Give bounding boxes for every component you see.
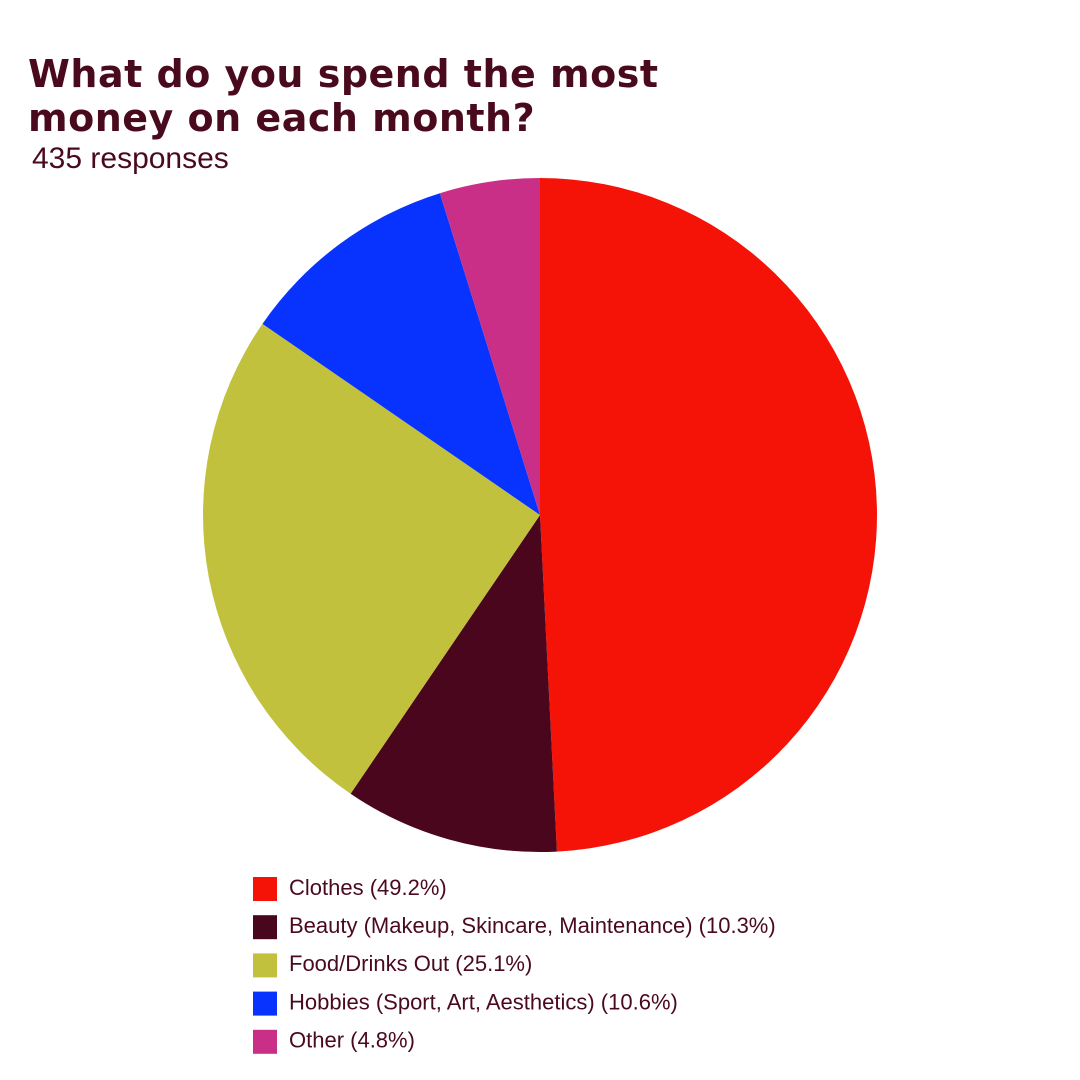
pie-slice xyxy=(439,178,540,515)
pie-slice xyxy=(202,323,540,794)
legend-swatch xyxy=(253,991,277,1016)
legend-label: Food/Drinks Out (25.1%) xyxy=(289,951,532,976)
legend-swatch xyxy=(253,915,277,940)
legend-label: Other (4.8%) xyxy=(289,1028,415,1053)
legend-label: Clothes (49.2%) xyxy=(289,875,447,900)
pie-slice xyxy=(350,515,557,852)
legend-label: Hobbies (Sport, Art, Aesthetics) (10.6%) xyxy=(289,989,678,1014)
legend-swatch xyxy=(253,1029,277,1054)
pie-slice xyxy=(540,178,877,852)
legend-label: Beauty (Makeup, Skincare, Maintenance) (… xyxy=(289,913,776,938)
pie-slice xyxy=(262,193,540,516)
chart-title: What do you spend the most money on each… xyxy=(28,52,659,140)
legend-swatch xyxy=(253,877,277,901)
legend-swatch xyxy=(253,953,277,978)
chart-subtitle: 435 responses xyxy=(32,142,229,175)
